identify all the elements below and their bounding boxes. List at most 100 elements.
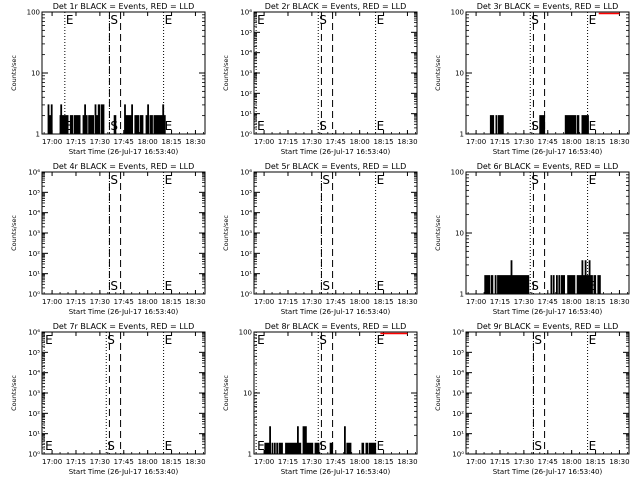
x-tick-label: 17:30 xyxy=(302,138,322,146)
plot-frame xyxy=(41,331,206,455)
x-axis-label: Start Time (26-Jul-17 16:53:40) xyxy=(493,468,603,476)
x-tick-label: 17:45 xyxy=(114,298,134,306)
y-tick-label: 10³ xyxy=(240,230,252,238)
y-tick-label: 10¹ xyxy=(28,430,40,438)
plot-frame xyxy=(465,171,630,295)
y-tick-label: 10¹ xyxy=(28,270,40,278)
y-tick-label: 10¹ xyxy=(240,270,252,278)
marker-label-bottom: S xyxy=(319,439,327,453)
x-tick-label: 17:15 xyxy=(490,458,510,466)
chart-title: Det 3r BLACK = Events, RED = LLD xyxy=(477,2,619,11)
events-series xyxy=(264,426,320,455)
marker-label-bottom: E xyxy=(66,119,74,133)
x-tick-label: 17:00 xyxy=(254,138,274,146)
y-tick-label: 10⁰ xyxy=(240,131,252,139)
y-tick-label: 10⁵ xyxy=(452,349,464,357)
y-tick-label: 100 xyxy=(239,329,252,337)
chart-panel-9: Det 9r BLACK = Events, RED = LLD Counts/s… xyxy=(434,322,630,476)
y-tick-label: 10 xyxy=(455,70,464,78)
events-series xyxy=(361,442,377,455)
events-series xyxy=(539,115,546,134)
y-tick-label: 10² xyxy=(240,250,252,258)
plot-frame xyxy=(465,331,630,455)
x-axis-label: Start Time (26-Jul-17 16:53:40) xyxy=(69,148,179,156)
marker-label-top: S xyxy=(110,173,118,187)
y-tick-label: 10⁴ xyxy=(240,49,252,57)
marker-label-top: E xyxy=(257,13,265,27)
y-axis-label: Counts/sec xyxy=(10,215,18,251)
y-tick-label: 10² xyxy=(28,410,40,418)
plot-frame xyxy=(253,331,418,455)
y-tick-label: 10⁶ xyxy=(452,329,464,337)
y-tick-label: 10⁴ xyxy=(240,209,252,217)
x-tick-label: 17:15 xyxy=(278,298,298,306)
y-tick-label: 100 xyxy=(451,9,464,17)
chart-panel-2: Det 2r BLACK = Events, RED = LLD Counts/s… xyxy=(222,2,418,156)
y-tick-label: 10¹ xyxy=(452,430,464,438)
y-tick-label: 1 xyxy=(460,131,464,139)
y-tick-label: 10⁰ xyxy=(28,451,40,459)
x-tick-label: 18:00 xyxy=(562,458,582,466)
x-tick-label: 18:00 xyxy=(562,138,582,146)
y-tick-label: 100 xyxy=(451,169,464,177)
x-tick-label: 18:00 xyxy=(138,138,158,146)
marker-label-bottom: E xyxy=(377,279,385,293)
marker-label-top: S xyxy=(531,173,539,187)
y-tick-label: 10⁵ xyxy=(240,189,252,197)
y-tick-label: 10⁶ xyxy=(240,9,252,17)
x-tick-label: 17:15 xyxy=(278,458,298,466)
y-tick-label: 10⁰ xyxy=(240,291,252,299)
y-tick-label: 10⁶ xyxy=(28,169,40,177)
x-tick-label: 17:30 xyxy=(90,138,110,146)
marker-label-bottom: E xyxy=(377,119,385,133)
chart-title: Det 9r BLACK = Events, RED = LLD xyxy=(477,322,619,331)
chart-panel-4: Det 4r BLACK = Events, RED = LLD Counts/s… xyxy=(10,162,206,316)
x-tick-label: 18:00 xyxy=(138,458,158,466)
plot-frame xyxy=(253,11,418,135)
x-tick-label: 18:15 xyxy=(161,458,181,466)
y-tick-label: 10⁰ xyxy=(452,451,464,459)
y-tick-label: 10⁴ xyxy=(28,369,40,377)
marker-label-top: E xyxy=(377,333,385,347)
x-tick-label: 18:30 xyxy=(397,458,417,466)
x-tick-label: 18:15 xyxy=(373,298,393,306)
events-series xyxy=(59,104,105,135)
x-tick-label: 17:15 xyxy=(66,458,86,466)
x-tick-label: 17:15 xyxy=(490,138,510,146)
marker-label-top: E xyxy=(589,333,597,347)
x-tick-label: 17:15 xyxy=(66,138,86,146)
chart-title: Det 8r BLACK = Events, RED = LLD xyxy=(265,322,407,331)
plot-frame xyxy=(465,11,630,135)
x-tick-label: 17:45 xyxy=(114,458,134,466)
marker-label-top: E xyxy=(377,13,385,27)
marker-label-bottom: S xyxy=(322,279,330,293)
chart-title: Det 4r BLACK = Events, RED = LLD xyxy=(53,162,195,171)
x-tick-label: 17:00 xyxy=(254,298,274,306)
x-tick-label: 18:30 xyxy=(609,138,629,146)
marker-label-bottom: E xyxy=(165,279,173,293)
x-axis-label: Start Time (26-Jul-17 16:53:40) xyxy=(69,468,179,476)
marker-label-bottom: E xyxy=(257,119,265,133)
events-series xyxy=(343,426,352,455)
x-tick-label: 17:30 xyxy=(514,298,534,306)
x-tick-label: 17:45 xyxy=(538,138,558,146)
x-tick-label: 17:00 xyxy=(254,458,274,466)
y-tick-label: 10¹ xyxy=(240,110,252,118)
y-axis-label: Counts/sec xyxy=(434,215,442,251)
x-tick-label: 18:15 xyxy=(373,138,393,146)
y-axis-label: Counts/sec xyxy=(10,55,18,91)
y-tick-label: 10⁵ xyxy=(28,349,40,357)
x-tick-label: 18:00 xyxy=(138,298,158,306)
y-tick-label: 1 xyxy=(460,291,464,299)
y-tick-label: 10⁵ xyxy=(240,29,252,37)
x-axis-label: Start Time (26-Jul-17 16:53:40) xyxy=(69,308,179,316)
marker-label-top: E xyxy=(377,173,385,187)
x-axis-label: Start Time (26-Jul-17 16:53:40) xyxy=(493,148,603,156)
chart-title: Det 2r BLACK = Events, RED = LLD xyxy=(265,2,407,11)
x-tick-label: 17:00 xyxy=(42,138,62,146)
y-tick-label: 100 xyxy=(27,9,40,17)
x-tick-label: 18:30 xyxy=(185,458,205,466)
y-tick-label: 1 xyxy=(248,451,252,459)
marker-label-top: E xyxy=(257,333,265,347)
x-tick-label: 18:15 xyxy=(585,458,605,466)
